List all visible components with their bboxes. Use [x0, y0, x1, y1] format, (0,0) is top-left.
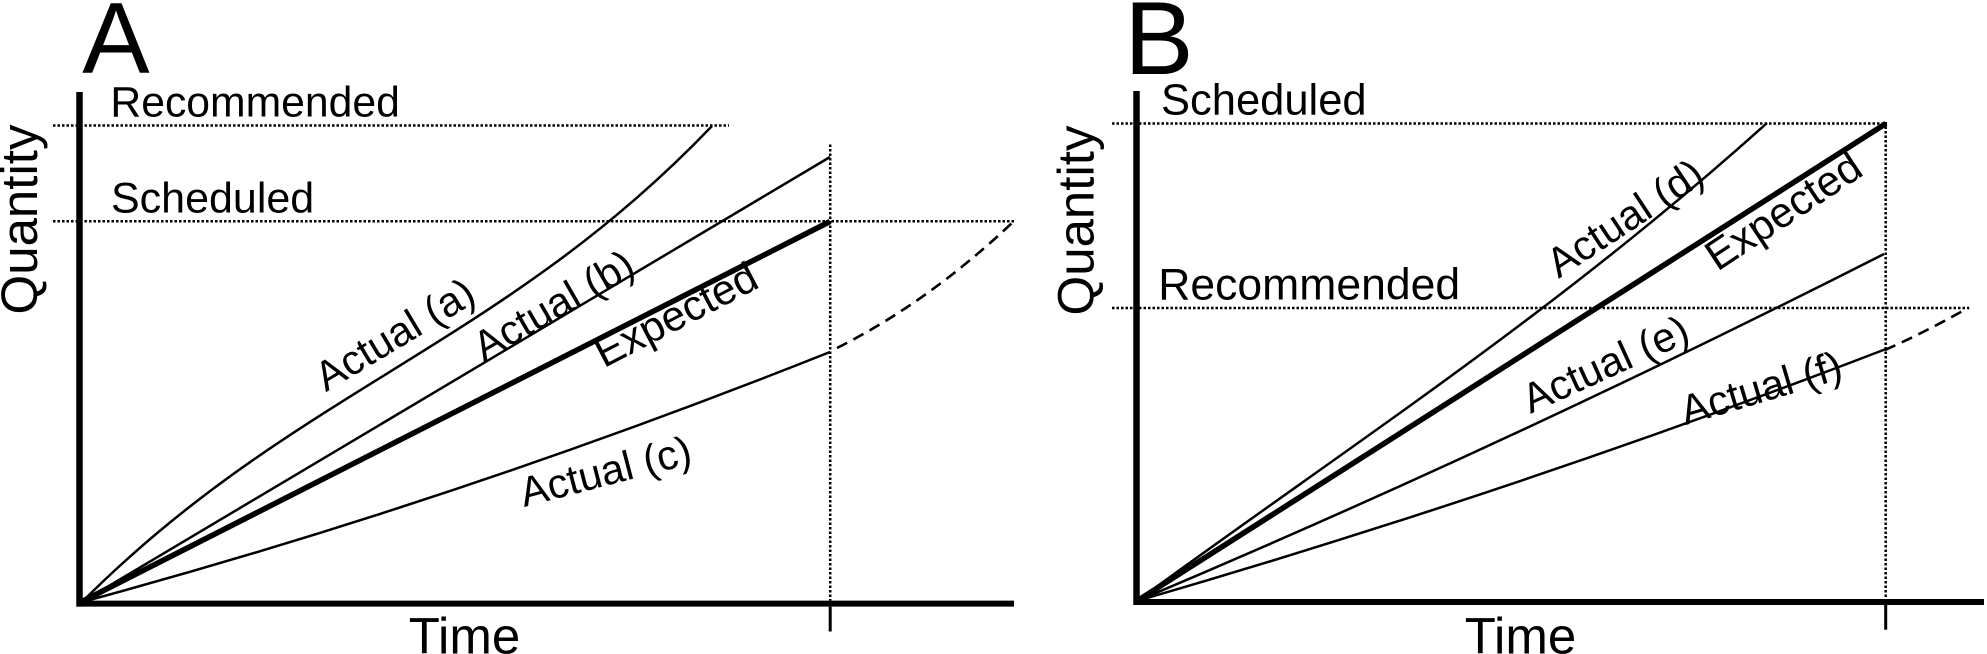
svg-text:Quantity: Quantity [0, 124, 48, 314]
svg-text:A: A [82, 0, 150, 95]
svg-text:Scheduled: Scheduled [1161, 77, 1367, 125]
svg-text:B: B [1124, 0, 1193, 97]
svg-text:Quantity: Quantity [1048, 125, 1105, 315]
svg-text:Recommended: Recommended [1158, 261, 1460, 310]
svg-text:Time: Time [409, 608, 520, 654]
svg-text:Time: Time [1465, 608, 1576, 654]
svg-text:Scheduled: Scheduled [111, 175, 314, 223]
svg-text:Recommended: Recommended [110, 79, 399, 127]
